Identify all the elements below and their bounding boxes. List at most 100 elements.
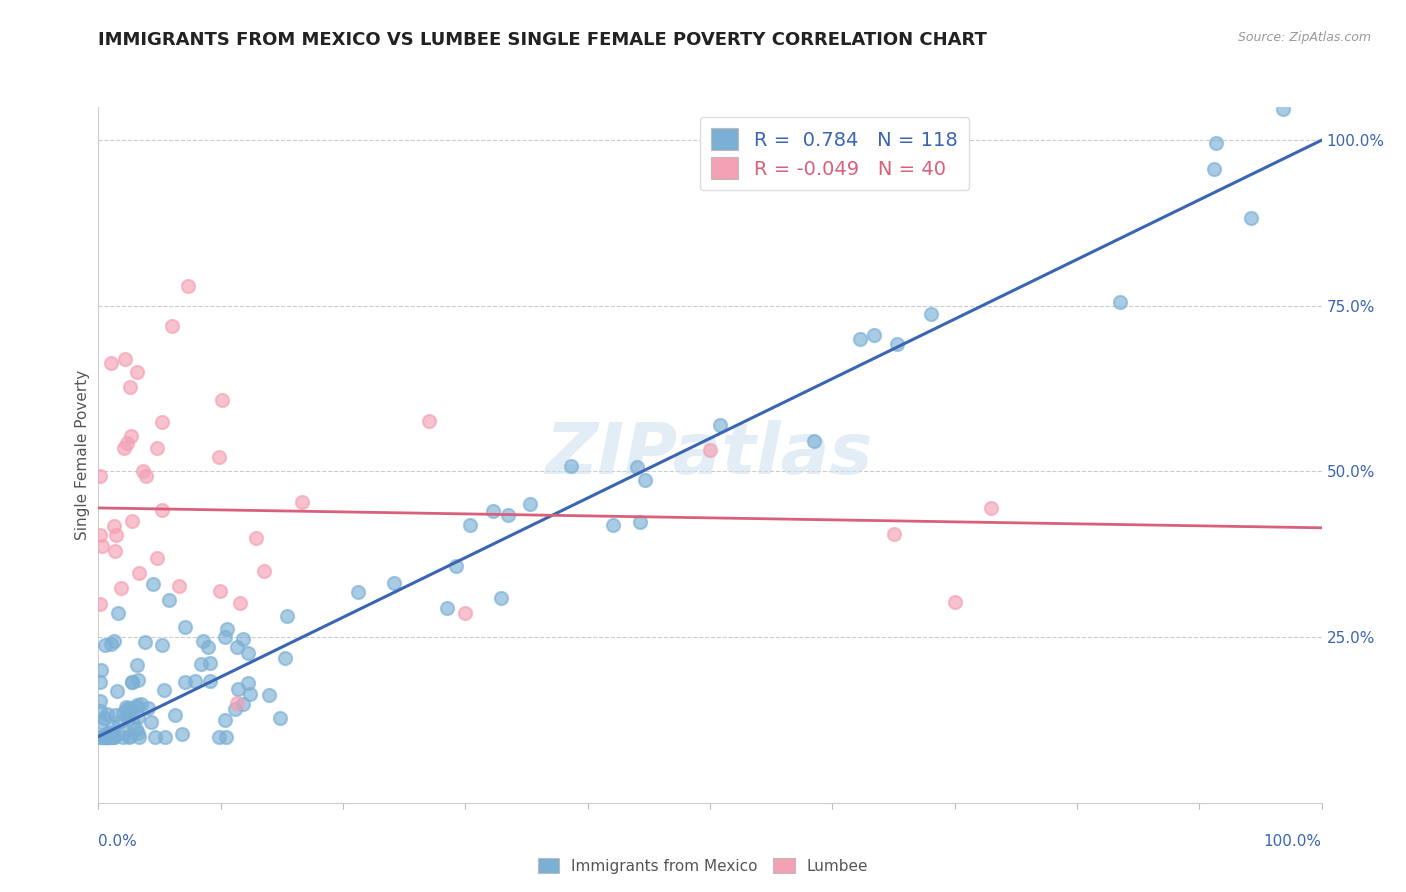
- Point: [94, 730, 117, 744]
- Point: [418, 414, 440, 428]
- Point: [238, 676, 260, 690]
- Point: [883, 527, 905, 541]
- Point: [1108, 295, 1130, 310]
- Legend: R =  0.784   N = 118, R = -0.049   N = 40: R = 0.784 N = 118, R = -0.049 N = 40: [700, 117, 969, 190]
- Point: [1202, 161, 1225, 176]
- Point: [226, 697, 249, 711]
- Point: [97, 730, 120, 744]
- Point: [127, 725, 149, 739]
- Point: [269, 711, 291, 725]
- Point: [193, 633, 215, 648]
- Point: [214, 713, 236, 727]
- Text: 100.0%: 100.0%: [1264, 834, 1322, 849]
- Point: [153, 683, 176, 698]
- Point: [103, 518, 125, 533]
- Point: [489, 591, 512, 606]
- Point: [150, 638, 173, 652]
- Point: [114, 351, 136, 366]
- Point: [155, 730, 177, 744]
- Point: [170, 726, 193, 740]
- Point: [93, 711, 115, 725]
- Point: [980, 500, 1002, 515]
- Point: [129, 698, 152, 712]
- Point: [136, 701, 159, 715]
- Point: [458, 518, 481, 533]
- Point: [100, 637, 122, 651]
- Point: [274, 650, 297, 665]
- Point: [134, 635, 156, 649]
- Point: [128, 566, 150, 580]
- Point: [103, 730, 125, 744]
- Point: [236, 646, 259, 660]
- Point: [184, 673, 207, 688]
- Point: [157, 593, 180, 607]
- Point: [89, 597, 111, 611]
- Point: [215, 730, 238, 744]
- Point: [943, 595, 966, 609]
- Point: [162, 318, 184, 333]
- Point: [114, 725, 136, 739]
- Point: [803, 434, 825, 448]
- Point: [96, 706, 118, 721]
- Text: 0.0%: 0.0%: [98, 834, 138, 849]
- Point: [89, 528, 111, 542]
- Point: [100, 730, 122, 744]
- Point: [91, 730, 114, 744]
- Point: [96, 730, 118, 744]
- Point: [849, 332, 872, 346]
- Point: [232, 632, 254, 646]
- Point: [121, 716, 143, 731]
- Point: [125, 657, 148, 672]
- Point: [174, 620, 197, 634]
- Point: [107, 715, 129, 730]
- Point: [112, 730, 135, 744]
- Point: [145, 441, 167, 455]
- Point: [709, 418, 731, 433]
- Point: [112, 441, 135, 455]
- Point: [232, 697, 254, 711]
- Point: [97, 726, 120, 740]
- Point: [96, 730, 118, 744]
- Point: [127, 710, 149, 724]
- Point: [207, 730, 229, 744]
- Point: [104, 543, 127, 558]
- Point: [382, 575, 405, 590]
- Point: [169, 579, 191, 593]
- Point: [519, 497, 541, 511]
- Point: [104, 707, 127, 722]
- Point: [90, 663, 112, 677]
- Point: [628, 516, 651, 530]
- Point: [117, 712, 139, 726]
- Point: [94, 730, 117, 744]
- Point: [173, 675, 195, 690]
- Point: [197, 640, 219, 654]
- Point: [90, 714, 112, 729]
- Point: [454, 606, 477, 620]
- Point: [128, 730, 150, 744]
- Point: [444, 558, 467, 573]
- Point: [200, 656, 222, 670]
- Point: [152, 502, 174, 516]
- Text: ZIPatlas: ZIPatlas: [547, 420, 873, 490]
- Point: [104, 528, 127, 542]
- Point: [863, 327, 886, 342]
- Point: [1205, 136, 1227, 150]
- Point: [111, 706, 134, 720]
- Point: [1240, 211, 1263, 226]
- Text: Source: ZipAtlas.com: Source: ZipAtlas.com: [1237, 31, 1371, 45]
- Point: [208, 450, 231, 464]
- Point: [118, 729, 141, 743]
- Point: [135, 468, 157, 483]
- Y-axis label: Single Female Poverty: Single Female Poverty: [75, 370, 90, 540]
- Point: [120, 701, 142, 715]
- Point: [226, 682, 249, 697]
- Point: [920, 307, 942, 321]
- Point: [481, 504, 503, 518]
- Point: [699, 443, 721, 458]
- Point: [118, 730, 141, 744]
- Point: [209, 583, 232, 598]
- Point: [120, 706, 142, 720]
- Point: [177, 279, 200, 293]
- Point: [94, 730, 117, 744]
- Point: [150, 415, 173, 429]
